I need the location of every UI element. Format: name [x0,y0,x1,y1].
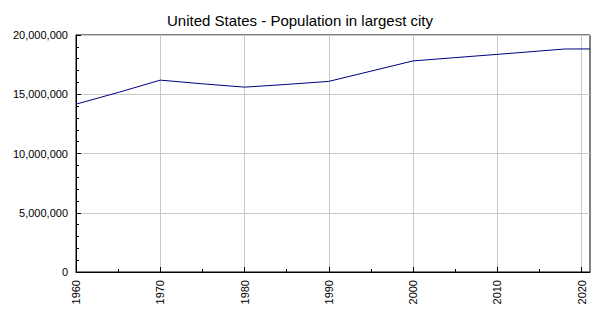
svg-text:20,000,000: 20,000,000 [13,29,68,41]
svg-text:1990: 1990 [323,280,335,304]
svg-text:5,000,000: 5,000,000 [19,207,68,219]
svg-text:1970: 1970 [154,280,166,304]
svg-text:0: 0 [62,266,68,278]
svg-text:10,000,000: 10,000,000 [13,148,68,160]
svg-text:2020: 2020 [576,280,588,304]
svg-text:1960: 1960 [70,280,82,304]
svg-text:2010: 2010 [491,280,503,304]
svg-text:2000: 2000 [407,280,419,304]
svg-text:United States - Population in: United States - Population in largest ci… [167,12,433,29]
svg-text:15,000,000: 15,000,000 [13,88,68,100]
svg-text:1980: 1980 [239,280,251,304]
